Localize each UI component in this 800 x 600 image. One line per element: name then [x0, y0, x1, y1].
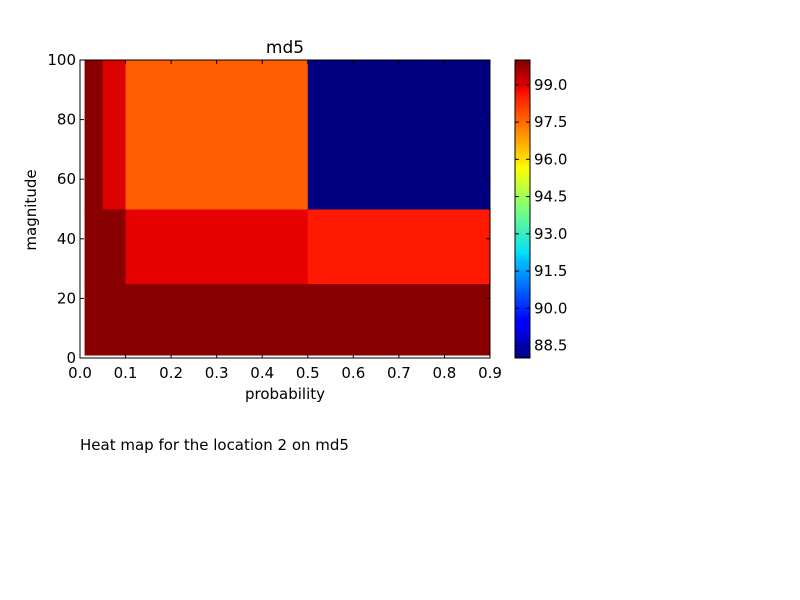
y-tick-label: 0 [66, 349, 76, 367]
x-tick-label: 0.5 [296, 364, 320, 382]
heatmap-cell [125, 209, 309, 284]
y-tick-label: 60 [57, 170, 76, 188]
x-tick-label: 0.4 [250, 364, 274, 382]
plot-frame [79, 59, 491, 359]
x-tick-label: 0.6 [341, 364, 365, 382]
y-axis: 0 20 40 60 80 100 [47, 51, 490, 367]
x-axis: 0.0 0.1 0.2 0.3 0.4 0.5 0.6 0.7 0.8 0.9 [68, 60, 502, 382]
colorbar-tick-label: 94.5 [534, 188, 567, 206]
heatmap-cell [84, 209, 104, 284]
colorbar-tick-label: 96.0 [534, 150, 567, 168]
y-axis-label: magnitude [22, 169, 40, 250]
colorbar-ticks: 88.5 90.0 91.5 93.0 94.5 96.0 97.5 99.0 [515, 76, 567, 355]
figure-caption: Heat map for the location 2 on md5 [80, 436, 349, 454]
heatmap-cell [84, 60, 104, 210]
x-axis-label: probability [245, 385, 325, 403]
x-tick-label: 0.9 [478, 364, 502, 382]
colorbar-tick-label: 90.0 [534, 299, 567, 317]
x-tick-label: 0.8 [433, 364, 457, 382]
heatmap-cell [125, 283, 309, 356]
colorbar-tick-label: 93.0 [534, 225, 567, 243]
y-tick-label: 80 [57, 111, 76, 129]
chart-title: md5 [266, 38, 304, 58]
x-tick-label: 0.1 [114, 364, 138, 382]
y-tick-label: 20 [57, 289, 76, 307]
heatmap-cell [307, 60, 491, 210]
colorbar-tick-label: 91.5 [534, 262, 567, 280]
heatmap-cell [84, 283, 104, 356]
heatmap-cell [102, 209, 127, 284]
colorbar-tick-label: 88.5 [534, 337, 567, 355]
x-tick-label: 0.7 [387, 364, 411, 382]
heatmap-cell [307, 283, 491, 356]
y-tick-label: 100 [47, 51, 76, 69]
heatmap-cell [307, 209, 491, 284]
heatmap-cells [84, 60, 491, 356]
heatmap-cell [125, 60, 309, 210]
heatmap-cell [102, 60, 127, 210]
y-tick-label: 40 [57, 230, 76, 248]
colorbar [514, 59, 531, 359]
colorbar-tick-label: 99.0 [534, 76, 567, 94]
heatmap-cell [102, 283, 127, 356]
colorbar-tick-label: 97.5 [534, 113, 567, 131]
x-tick-label: 0.0 [68, 364, 92, 382]
x-tick-label: 0.3 [205, 364, 229, 382]
x-tick-label: 0.2 [159, 364, 183, 382]
